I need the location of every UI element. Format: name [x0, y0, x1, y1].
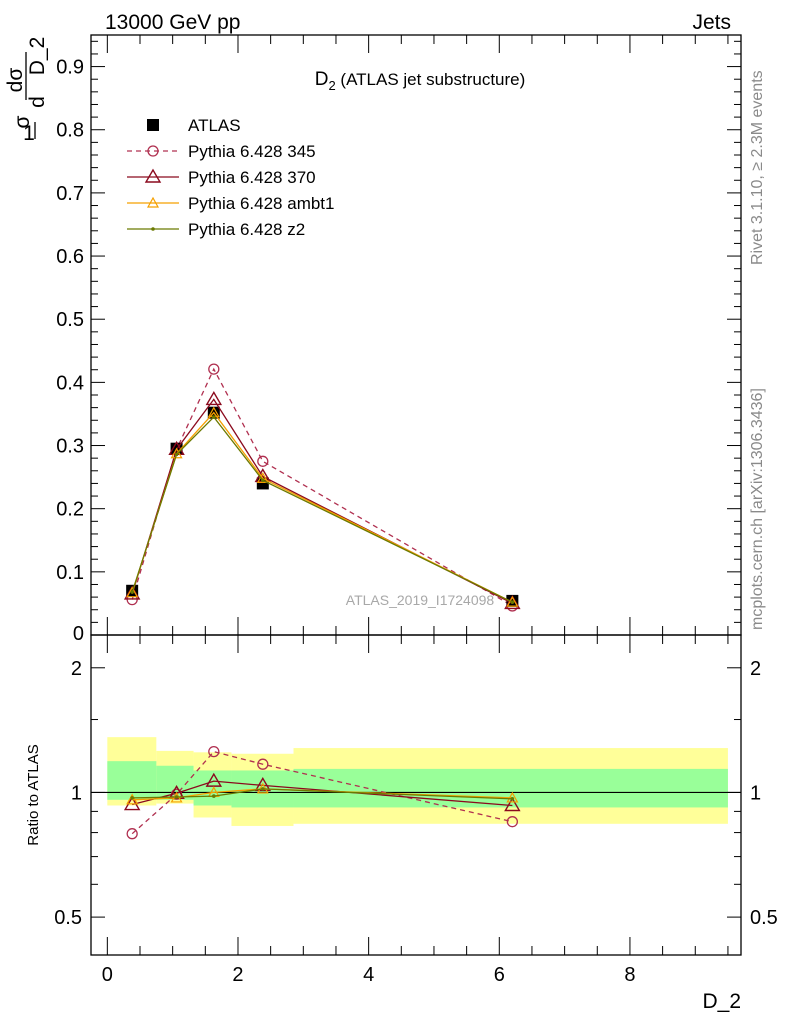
- legend: ATLAS Pythia 6.428 345 Pythia 6.428 370 Pyt…: [127, 116, 334, 239]
- legend-marker-p370: [144, 168, 162, 183]
- ratio-xtick-label: 4: [363, 964, 374, 986]
- legend-label-p370: Pythia 6.428 370: [188, 168, 316, 187]
- ratio-band-inner: [107, 761, 157, 800]
- y-axis-label: 1 σ dσ d D_2: [4, 37, 49, 145]
- ratio-point-p345: [506, 816, 519, 828]
- legend-label-atlas: ATLAS: [188, 116, 241, 135]
- ratio-point-z2: [212, 794, 216, 798]
- chart-title-sub: 2: [328, 78, 335, 93]
- ylabel-sigma: σ: [11, 115, 34, 128]
- chart-title-rest: (ATLAS jet substructure): [336, 70, 526, 89]
- ratio-frame: [90, 634, 742, 956]
- header-right: Jets: [692, 11, 731, 34]
- ratio-point-p345: [126, 828, 138, 840]
- main-ytick-label: 0.3: [56, 436, 84, 458]
- ratio-point-z2: [174, 795, 179, 799]
- main-line-p345: [131, 367, 513, 607]
- ratio-ylabel: Ratio to ATLAS: [25, 744, 42, 845]
- rivet-label: Rivet 3.1.10, ≥ 2.3M events: [749, 70, 766, 265]
- watermark: ATLAS_2019_I1724098: [346, 592, 495, 608]
- main-point-p345: [208, 363, 220, 375]
- main-point-ambt1: [126, 586, 139, 598]
- ylabel-var: D_2: [26, 37, 49, 76]
- legend-label-ambt1: Pythia 6.428 ambt1: [188, 194, 334, 213]
- x-axis-label: D_2: [702, 990, 741, 1013]
- ylabel-d: d: [26, 96, 49, 108]
- ratio-point-z2: [510, 797, 515, 801]
- legend-marker-z2: [151, 227, 155, 231]
- main-point-p345: [257, 455, 269, 467]
- main-ytick-label-zero: 0: [73, 623, 84, 645]
- main-point-z2: [174, 452, 179, 457]
- main-ytick-label: 0.6: [56, 246, 84, 268]
- ratio-ytick-label: 2: [71, 658, 82, 680]
- legend-marker-p345: [147, 145, 159, 157]
- ratio-panel: 0.5 0.5 1 1 2 2 0 2 4 6 8 Ratio to ATLAS: [25, 634, 778, 986]
- ratio-xtick-label: 2: [232, 964, 243, 986]
- chart-title-main: D: [315, 69, 329, 90]
- main-ytick-label: 0.2: [56, 499, 84, 521]
- ratio-line-p345: [131, 750, 513, 835]
- main-point-z2: [261, 478, 265, 483]
- ratio-point-p345: [208, 745, 220, 758]
- chart-title: D2 (ATLAS jet substructure): [315, 69, 526, 93]
- ratio-xtick-label: 8: [624, 964, 635, 986]
- ratio-xtick-label: 0: [102, 964, 113, 986]
- ratio-ytick-label-right: 1: [750, 782, 761, 804]
- mcplots-label: mcplots.cern.ch [arXiv:1306.3436]: [749, 388, 766, 630]
- main-point-z2: [510, 600, 515, 604]
- ratio-ytick-label: 0.5: [54, 907, 82, 929]
- header-left: 13000 GeV pp: [105, 11, 240, 34]
- main-line-z2: [131, 416, 513, 603]
- ylabel-one: 1: [23, 122, 35, 145]
- legend-marker-atlas: [147, 119, 159, 131]
- ratio-ytick-label: 1: [71, 782, 82, 804]
- ratio-point-p370: [205, 772, 223, 787]
- ratio-point-p345: [257, 758, 269, 770]
- main-line-p370: [131, 398, 513, 604]
- main-panel: 0.1 0.2 0.3 0.4 0.5 0.6 0.7 0.8 0.9 0 D2 (ATLAS j…: [56, 34, 742, 645]
- main-point-p370: [205, 391, 223, 406]
- legend-label-z2: Pythia 6.428 z2: [188, 220, 305, 239]
- ratio-xtick-label: 6: [494, 964, 505, 986]
- main-point-z2: [212, 415, 216, 419]
- legend-label-p345: Pythia 6.428 345: [188, 142, 316, 161]
- ratio-point-z2: [261, 787, 265, 791]
- main-ytick-label: 0.8: [56, 120, 84, 142]
- main-ytick-label: 0.9: [56, 57, 84, 79]
- ratio-ytick-label-right: 0.5: [750, 907, 778, 929]
- main-point-z2: [130, 590, 134, 594]
- ratio-point-z2: [130, 796, 134, 800]
- main-ytick-label: 0.7: [56, 183, 84, 205]
- main-ytick-label: 0.4: [56, 372, 84, 394]
- ratio-point-p370: [504, 797, 521, 812]
- ratio-point-ambt1: [506, 791, 519, 803]
- legend-marker-ambt1: [146, 196, 160, 208]
- main-point-ambt1: [170, 447, 183, 459]
- ratio-ytick-label-right: 2: [750, 658, 761, 680]
- ratio-point-ambt1: [126, 793, 139, 805]
- main-ytick-label: 0.5: [56, 309, 84, 331]
- main-ytick-label: 0.1: [56, 562, 84, 584]
- ylabel-dsigma: dσ: [4, 68, 27, 93]
